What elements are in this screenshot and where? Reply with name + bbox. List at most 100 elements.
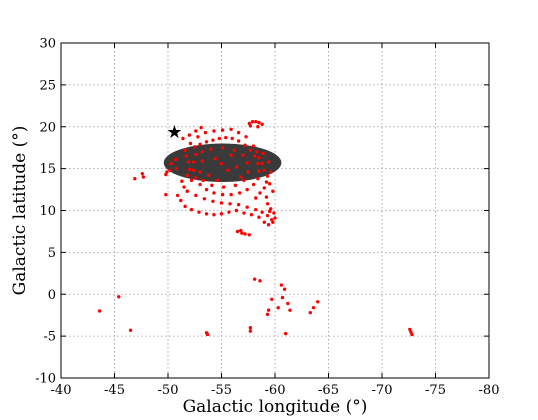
data-point	[265, 202, 270, 206]
data-point	[244, 135, 248, 139]
data-point	[236, 139, 241, 143]
data-point	[215, 178, 219, 183]
y-tick-labels: -10 -5 0 5 10 15 20 25 30	[35, 37, 56, 387]
data-point	[255, 150, 259, 154]
data-point	[233, 183, 238, 188]
data-point	[198, 182, 202, 187]
data-point	[235, 229, 240, 234]
data-point	[265, 213, 270, 218]
data-point	[269, 170, 273, 174]
data-point	[226, 168, 230, 172]
data-point	[262, 220, 266, 224]
data-point	[243, 143, 247, 147]
data-point	[179, 198, 183, 203]
x-tick-label: -70	[372, 383, 393, 398]
data-point	[220, 192, 225, 197]
data-point	[220, 128, 225, 132]
grid-lines	[61, 43, 489, 378]
data-point	[267, 209, 272, 214]
data-point	[236, 202, 241, 207]
data-point	[217, 136, 222, 141]
data-point	[234, 165, 239, 169]
data-point	[245, 205, 249, 209]
data-point	[194, 129, 198, 133]
x-tick-label: -40	[51, 383, 72, 398]
data-point	[187, 167, 192, 172]
data-point	[256, 161, 260, 166]
data-point	[282, 287, 287, 291]
x-tick-label: -60	[265, 383, 286, 398]
data-point	[140, 171, 145, 176]
y-tick-label: 25	[39, 78, 56, 93]
data-point	[186, 160, 191, 164]
data-point	[196, 135, 200, 139]
data-point	[184, 154, 188, 158]
data-point	[209, 147, 213, 152]
data-point	[183, 148, 187, 152]
data-point	[260, 161, 264, 166]
data-point	[213, 156, 217, 161]
data-point	[243, 232, 247, 236]
data-point	[194, 176, 198, 180]
data-point	[206, 173, 211, 178]
star-marker: ★	[166, 122, 182, 143]
data-point	[288, 308, 292, 312]
data-point	[257, 169, 261, 173]
data-point	[201, 178, 206, 183]
data-point	[173, 157, 178, 162]
data-point	[188, 141, 193, 146]
data-point	[180, 179, 184, 183]
data-point	[236, 130, 241, 135]
data-point	[262, 168, 266, 172]
data-point	[229, 127, 233, 131]
data-point	[257, 215, 261, 219]
data-point	[194, 193, 198, 198]
data-point	[204, 212, 209, 216]
data-point	[265, 174, 270, 178]
data-point	[248, 329, 253, 333]
data-point	[199, 125, 203, 130]
data-point	[266, 308, 271, 312]
x-tick-label: -50	[158, 383, 179, 398]
y-tick-label: -10	[35, 372, 56, 387]
data-point	[133, 176, 137, 181]
data-point	[284, 331, 288, 336]
data-point	[187, 133, 192, 137]
data-point	[220, 145, 225, 150]
data-point	[252, 277, 257, 281]
data-point	[234, 208, 239, 213]
data-point	[229, 153, 233, 157]
data-point	[169, 161, 173, 166]
data-point	[239, 175, 243, 179]
x-tick-label: -75	[425, 383, 446, 398]
data-point	[174, 166, 179, 171]
data-point	[241, 153, 245, 157]
x-tick-label: -65	[318, 383, 339, 398]
data-point	[204, 140, 209, 144]
data-point	[219, 161, 224, 166]
x-axis-label: Galactic longitude (°)	[183, 397, 368, 417]
data-point	[276, 305, 280, 310]
data-point	[264, 180, 269, 184]
data-point	[191, 168, 196, 172]
data-point	[247, 233, 252, 237]
data-point	[227, 210, 231, 214]
data-point	[265, 312, 270, 317]
data-point	[261, 151, 265, 156]
data-point	[175, 193, 180, 198]
y-tick-label: 30	[39, 37, 56, 52]
data-point	[228, 202, 232, 206]
data-point	[212, 212, 216, 217]
data-point	[245, 161, 249, 165]
data-point	[205, 332, 210, 337]
tick-marks	[60, 42, 490, 379]
data-point	[273, 216, 277, 220]
data-point	[256, 125, 260, 129]
data-point	[229, 192, 233, 197]
y-tick-label: -5	[43, 330, 56, 345]
data-point	[267, 182, 272, 186]
data-point	[182, 185, 186, 189]
data-point	[257, 120, 261, 125]
data-point	[224, 135, 228, 140]
